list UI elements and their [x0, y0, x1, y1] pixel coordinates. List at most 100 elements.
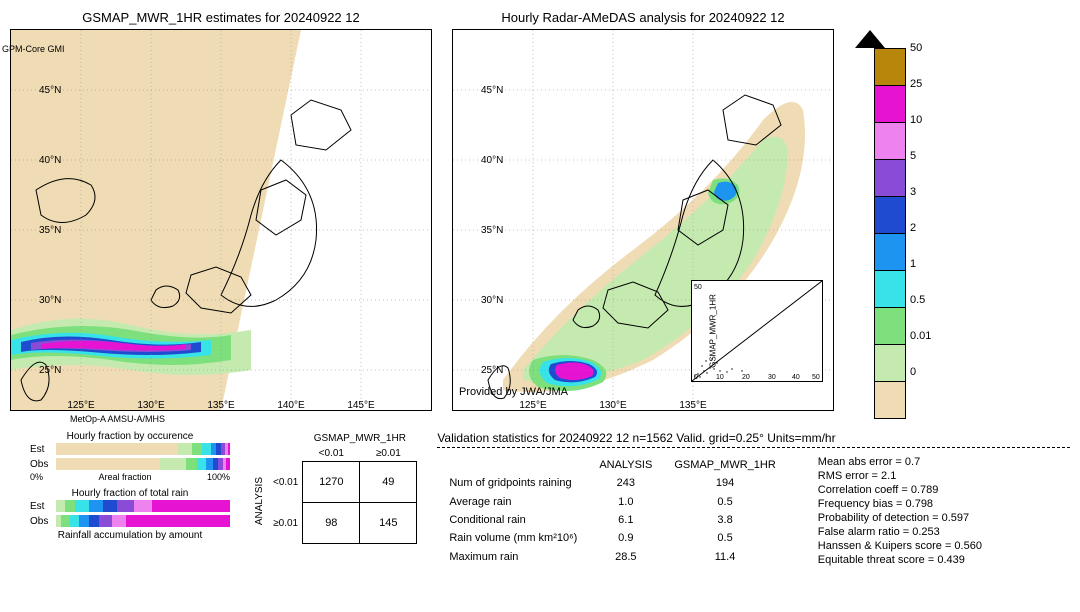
svg-text:20: 20	[742, 374, 750, 381]
map1-title: GSMAP_MWR_1HR estimates for 20240922 12	[10, 10, 432, 25]
svg-text:40°N: 40°N	[481, 155, 503, 166]
stats-row-label: Num of gridpoints raining	[439, 475, 587, 491]
map2-title: Hourly Radar-AMeDAS analysis for 2024092…	[452, 10, 834, 25]
svg-text:125°E: 125°E	[67, 400, 95, 410]
matrix-col-0: <0.01	[303, 446, 360, 462]
stats-score: Mean abs error = 0.7	[818, 455, 982, 469]
svg-text:40°N: 40°N	[39, 155, 61, 166]
map2-box: 125°E 130°E 135°E 25°N30°N 35°N40°N 45°N…	[452, 29, 834, 411]
matrix-row-1: ≥0.01	[269, 503, 303, 544]
svg-text:140°E: 140°E	[277, 400, 305, 410]
stats-row-a: 1.0	[589, 494, 662, 510]
svg-text:135°E: 135°E	[679, 400, 707, 410]
colorbar-label: 10	[910, 114, 922, 126]
instrument-gpm: GPM-Core GMI	[2, 45, 65, 55]
stats-row-b: 0.5	[664, 530, 785, 546]
svg-text:130°E: 130°E	[599, 400, 627, 410]
stats-score: Correlation coeff = 0.789	[818, 483, 982, 497]
bottom-row: Hourly fraction by occurence Est Obs 0% A…	[10, 431, 1070, 567]
matrix-row-0: <0.01	[269, 462, 303, 503]
stats-table: ANALYSIS GSMAP_MWR_1HR Num of gridpoints…	[437, 455, 787, 567]
fraction-bar-label: Est	[30, 444, 56, 455]
colorbar-overflow-icon	[855, 30, 885, 48]
instrument-metop: MetOp-A AMSU-A/MHS	[70, 415, 165, 425]
fraction-bar-row: Est	[30, 442, 230, 456]
stats-score: Equitable threat score = 0.439	[818, 553, 982, 567]
svg-text:35°N: 35°N	[481, 225, 503, 236]
top-row: GSMAP_MWR_1HR estimates for 20240922 12	[10, 10, 1070, 419]
svg-text:25°N: 25°N	[481, 365, 503, 376]
stats-score: Hanssen & Kuipers score = 0.560	[818, 539, 982, 553]
bar-xend: 100%	[207, 472, 230, 482]
svg-text:145°E: 145°E	[347, 400, 375, 410]
stats-row-a: 243	[589, 475, 662, 491]
fraction-bar-label: Obs	[30, 516, 56, 527]
svg-text:135°E: 135°E	[207, 400, 235, 410]
map1-box: 125°E 130°E 135°E 140°E 145°E 25°N 30°N 3…	[10, 29, 432, 411]
bar-xstart: 0%	[30, 472, 43, 482]
matrix-col-1: ≥0.01	[360, 446, 417, 462]
fraction-title-2: Hourly fraction of total rain	[30, 488, 230, 499]
svg-text:35°N: 35°N	[39, 225, 61, 236]
stats-col-0: ANALYSIS	[589, 457, 662, 473]
svg-text:30: 30	[768, 374, 776, 381]
fraction-bar-label: Obs	[30, 459, 56, 470]
svg-text:30°N: 30°N	[481, 295, 503, 306]
matrix-col-header: GSMAP_MWR_1HR	[303, 431, 417, 446]
svg-text:25°N: 25°N	[39, 365, 61, 376]
fraction-bar-row: Obs	[30, 514, 230, 528]
colorbar-label: 50	[910, 42, 922, 54]
colorbar-label: 3	[910, 186, 916, 198]
svg-text:130°E: 130°E	[137, 400, 165, 410]
map1-svg: 125°E 130°E 135°E 140°E 145°E 25°N 30°N 3…	[11, 30, 431, 410]
bar-xlabel: Areal fraction	[98, 472, 151, 482]
matrix-cell-01: 49	[360, 462, 417, 503]
colorbar-label: 1	[910, 258, 916, 270]
svg-text:125°E: 125°E	[519, 400, 547, 410]
stats-scores: Mean abs error = 0.7RMS error = 2.1Corre…	[818, 455, 982, 567]
svg-text:40: 40	[792, 374, 800, 381]
map2-panel: Hourly Radar-AMeDAS analysis for 2024092…	[452, 10, 834, 419]
stats-score: RMS error = 2.1	[818, 469, 982, 483]
colorbar: 50251053210.50.010	[874, 48, 904, 419]
colorbar-label: 0.01	[910, 330, 931, 342]
stats-row-a: 6.1	[589, 512, 662, 528]
matrix-cell-00: 1270	[303, 462, 360, 503]
map1-panel: GSMAP_MWR_1HR estimates for 20240922 12	[10, 10, 432, 419]
stats-score: Frequency bias = 0.798	[818, 497, 982, 511]
colorbar-label: 0.5	[910, 294, 925, 306]
stats-row-label: Average rain	[439, 494, 587, 510]
stats-row-label: Conditional rain	[439, 512, 587, 528]
stats-row-label: Rain volume (mm km²10⁶)	[439, 530, 587, 546]
svg-text:30°N: 30°N	[39, 295, 61, 306]
stats-row-b: 194	[664, 475, 785, 491]
colorbar-label: 25	[910, 78, 922, 90]
stats-divider	[437, 447, 1070, 449]
stats-row-a: 0.9	[589, 530, 662, 546]
fraction-bar-row: Est	[30, 499, 230, 513]
stats-title: Validation statistics for 20240922 12 n=…	[437, 431, 1070, 445]
stats-score: Probability of detection = 0.597	[818, 511, 982, 525]
fraction-title-3: Rainfall accumulation by amount	[30, 530, 230, 541]
stats-row-label: Maximum rain	[439, 549, 587, 565]
matrix-cell-10: 98	[303, 503, 360, 544]
colorbar-wrap: 50251053210.50.010	[854, 10, 904, 419]
fraction-bar-label: Est	[30, 501, 56, 512]
svg-text:10: 10	[716, 374, 724, 381]
scatter-inset: 01020 304050 50 ANALYSIS GSMAP_MWR_1HR	[691, 280, 823, 382]
colorbar-label: 5	[910, 150, 916, 162]
stats-row-a: 28.5	[589, 549, 662, 565]
svg-text:0: 0	[694, 374, 698, 381]
svg-text:45°N: 45°N	[39, 85, 61, 96]
stats-row-b: 11.4	[664, 549, 785, 565]
fraction-title-1: Hourly fraction by occurence	[30, 431, 230, 442]
matrix-cell-11: 145	[360, 503, 417, 544]
stats-row-b: 3.8	[664, 512, 785, 528]
fraction-bar-row: Obs	[30, 457, 230, 471]
map2-attribution: Provided by JWA/JMA	[459, 386, 568, 398]
stats-row-b: 0.5	[664, 494, 785, 510]
stats-col-1: GSMAP_MWR_1HR	[664, 457, 785, 473]
colorbar-label: 0	[910, 366, 916, 378]
validation-stats: Validation statistics for 20240922 12 n=…	[437, 431, 1070, 567]
stats-score: False alarm ratio = 0.253	[818, 525, 982, 539]
